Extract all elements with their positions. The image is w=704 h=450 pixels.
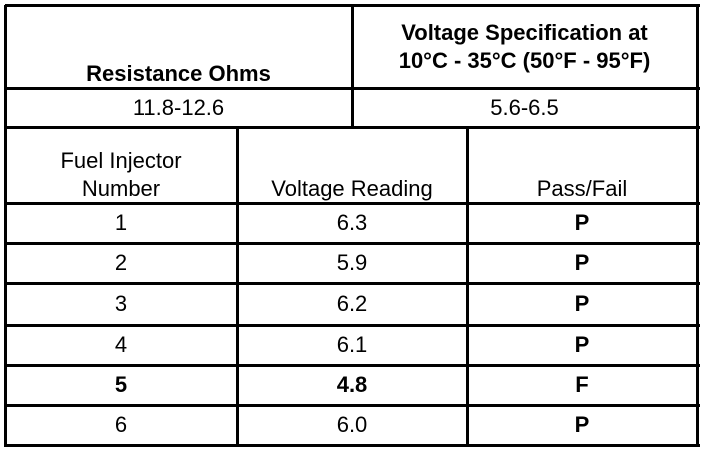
cell-text: 10°C - 35°C (50°F - 95°F) bbox=[398, 47, 651, 73]
header-cell: Voltage Specification at 10°C - 35°C (50°… bbox=[352, 5, 697, 88]
cell-text: Number bbox=[81, 176, 161, 201]
rule bbox=[4, 5, 7, 447]
cell-text: 3 bbox=[114, 291, 128, 316]
table-cell: F bbox=[467, 365, 697, 405]
rule bbox=[5, 404, 700, 407]
column-header: Pass/Fail bbox=[467, 127, 697, 207]
column-header: Fuel Injector Number bbox=[5, 127, 237, 207]
cell-text: P bbox=[574, 250, 590, 275]
table-cell: 5.9 bbox=[237, 243, 467, 283]
cell-text: 5 bbox=[114, 372, 128, 397]
cell-text: 6.3 bbox=[336, 210, 368, 235]
cell-text: 6 bbox=[114, 412, 128, 437]
cell-text: F bbox=[575, 372, 589, 397]
table-cell: 1 bbox=[5, 203, 237, 243]
rule bbox=[466, 127, 469, 447]
cell-text: P bbox=[574, 332, 590, 357]
table-cell: P bbox=[467, 325, 697, 365]
table-cell: 6.2 bbox=[237, 283, 467, 325]
table-cell: 6.0 bbox=[237, 405, 467, 445]
cell-text: 5.9 bbox=[336, 250, 368, 275]
cell-text: 6.2 bbox=[336, 291, 368, 316]
cell-text: P bbox=[574, 210, 590, 235]
table-cell: 6.3 bbox=[237, 203, 467, 243]
table-cell: P bbox=[467, 203, 697, 243]
cell-text: 4 bbox=[114, 332, 128, 357]
rule bbox=[236, 127, 239, 447]
table-cell: 2 bbox=[5, 243, 237, 283]
rule bbox=[696, 5, 699, 447]
cell-text: P bbox=[574, 291, 590, 316]
table-cell: 6 bbox=[5, 405, 237, 445]
table-cell: P bbox=[467, 405, 697, 445]
rule bbox=[5, 282, 700, 285]
rule bbox=[5, 444, 700, 447]
cell-text: P bbox=[574, 412, 590, 437]
cell-text: 6.0 bbox=[336, 412, 368, 437]
table-cell: 6.1 bbox=[237, 325, 467, 365]
cell-text: Resistance Ohms bbox=[86, 61, 271, 86]
cell-text: Voltage Reading bbox=[271, 176, 433, 201]
value-cell: 5.6-6.5 bbox=[352, 88, 697, 127]
table-cell: P bbox=[467, 283, 697, 325]
table-cell: P bbox=[467, 243, 697, 283]
table-cell: 3 bbox=[5, 283, 237, 325]
table-cell: 4 bbox=[5, 325, 237, 365]
cell-text: 5.6-6.5 bbox=[490, 94, 559, 120]
cell-text: 2 bbox=[114, 250, 128, 275]
rule bbox=[5, 242, 700, 245]
table-cell: 5 bbox=[5, 365, 237, 405]
table-cell: 4.8 bbox=[237, 365, 467, 405]
rule bbox=[5, 202, 700, 205]
rule bbox=[5, 364, 700, 367]
cell-text: Fuel Injector bbox=[60, 148, 182, 173]
column-header: Voltage Reading bbox=[237, 127, 467, 207]
rule bbox=[351, 5, 354, 129]
cell-text: 6.1 bbox=[336, 332, 368, 357]
cell-text: 4.8 bbox=[336, 372, 368, 397]
cell-text: 1 bbox=[114, 210, 128, 235]
rule bbox=[5, 324, 700, 327]
cell-text: 11.8-12.6 bbox=[132, 94, 225, 120]
header-cell: Resistance Ohms bbox=[5, 5, 352, 94]
cell-text: Voltage Specification at bbox=[401, 19, 648, 45]
value-cell: 11.8-12.6 bbox=[5, 88, 352, 127]
cell-text: Pass/Fail bbox=[536, 176, 628, 201]
